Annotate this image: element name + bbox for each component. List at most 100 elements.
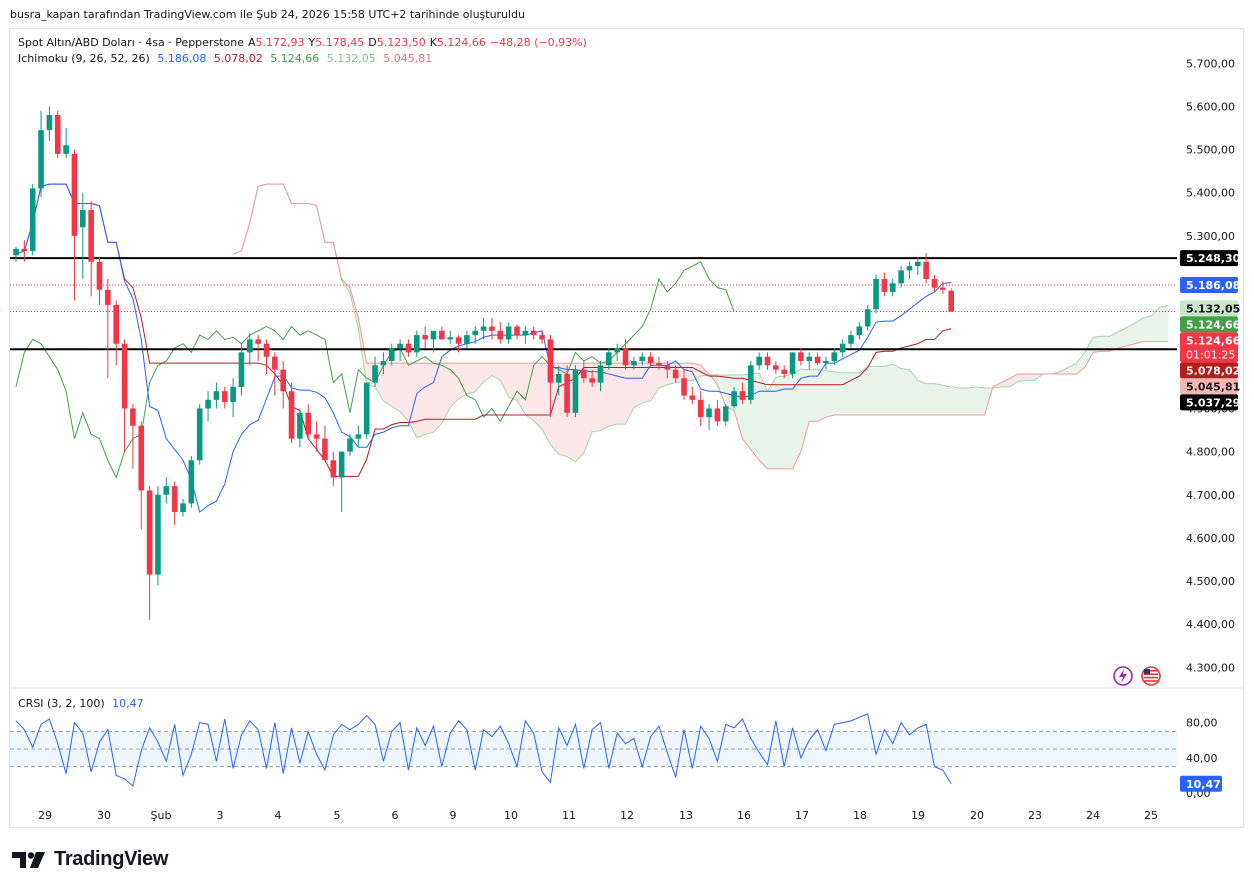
- cloud-segment: [1101, 336, 1110, 352]
- price-badge-label: 5.045,81: [1186, 380, 1240, 393]
- crsi-line: [15, 713, 952, 787]
- candle-body: [414, 335, 420, 353]
- cloud-segment: [583, 363, 593, 454]
- cloud-segment: [775, 376, 785, 469]
- price-badge-bg: [1180, 277, 1238, 294]
- candle: [656, 356, 662, 370]
- candle: [856, 322, 863, 340]
- price-badge: 5.124,66: [1180, 316, 1241, 333]
- candle-body: [280, 369, 286, 392]
- candle: [706, 404, 712, 431]
- cloud-segment: [466, 363, 476, 394]
- candle-body: [46, 115, 53, 131]
- us-flag-stripe: [1144, 670, 1158, 672]
- candle: [581, 361, 587, 383]
- candles: [13, 106, 954, 620]
- candle: [105, 279, 111, 379]
- candle: [38, 110, 44, 198]
- cloud-segment: [517, 363, 526, 415]
- candle-body: [205, 399, 211, 409]
- symbol-legend[interactable]: Spot Altın/ABD Doları · 4sa · Pepperston…: [18, 36, 587, 49]
- candle-body: [681, 378, 687, 396]
- candle: [789, 352, 796, 379]
- candle-body: [555, 373, 562, 383]
- candle-body: [397, 343, 403, 349]
- candle-body: [196, 408, 203, 461]
- cloud-segment: [967, 386, 977, 415]
- high-value: 5.178,45: [315, 36, 365, 49]
- candle: [130, 404, 136, 469]
- cloud-segment: [1068, 363, 1077, 374]
- candle: [831, 348, 838, 366]
- change-value: −48,28 (−0,93%): [489, 36, 587, 49]
- candle-body: [138, 425, 145, 491]
- candle-body: [355, 434, 362, 439]
- price-badge-label: 5.132,05: [1186, 302, 1240, 315]
- candle-body: [873, 279, 879, 310]
- price-badge-bg: [1180, 332, 1238, 363]
- candle-body: [806, 356, 813, 361]
- time-tick-label: 4: [275, 809, 282, 822]
- candle-body: [430, 330, 437, 340]
- candle-body: [756, 356, 762, 366]
- candle-body: [230, 386, 236, 402]
- candle: [722, 404, 729, 426]
- candle: [697, 391, 704, 426]
- candle: [13, 246, 19, 262]
- us-flag-canton: [1144, 669, 1150, 674]
- time-tick-label: 20: [970, 809, 984, 822]
- candle: [46, 106, 53, 141]
- candle: [121, 339, 128, 452]
- cloud-segment: [450, 363, 459, 408]
- price-tick-label: 5.300,00: [1186, 230, 1235, 243]
- candle-body: [898, 270, 904, 284]
- price-badge-label: 5.124,66: [1186, 334, 1241, 347]
- candle: [221, 386, 228, 409]
- price-badge: 5.078,02: [1180, 362, 1240, 379]
- price-tick-label: 5.500,00: [1186, 144, 1235, 157]
- cloud-segment: [892, 364, 902, 415]
- cloud-segment: [1018, 373, 1027, 382]
- price-tick-label: 4.400,00: [1186, 618, 1235, 631]
- price-badge: 5.132,05: [1180, 300, 1240, 317]
- time-tick-label: 5: [334, 809, 341, 822]
- tradingview-logo[interactable]: TradingView: [12, 848, 168, 871]
- time-tick-label: 18: [853, 809, 867, 822]
- price-tick-label: 4.800,00: [1186, 446, 1235, 459]
- ichimoku-legend[interactable]: Ichimoku (9, 26, 52, 26) 5.186,08 5.078,…: [18, 52, 436, 65]
- candle: [247, 332, 253, 366]
- brand-name: TradingView: [54, 848, 169, 870]
- crsi-legend[interactable]: CRSI (3, 2, 100) 10,47: [18, 697, 148, 710]
- candle: [681, 369, 687, 400]
- cloud-segment: [959, 387, 968, 415]
- cloud-segment: [391, 363, 401, 412]
- candle: [54, 110, 61, 159]
- candle-body: [706, 408, 712, 418]
- candle-body: [180, 503, 186, 513]
- price-tick-label: 4.700,00: [1186, 489, 1235, 502]
- candle-body: [113, 304, 119, 344]
- cloud-segment: [383, 363, 392, 407]
- ichimoku-chikou-value: 5.124,66: [270, 52, 320, 65]
- price-tick-label: 4.600,00: [1186, 532, 1235, 545]
- candle: [480, 317, 487, 340]
- time-tick-label: 29: [38, 809, 52, 822]
- candle-body: [105, 289, 111, 305]
- cloud-segment: [734, 375, 743, 439]
- candle-body: [564, 373, 570, 413]
- candle: [731, 386, 737, 409]
- candle: [873, 274, 879, 314]
- candle: [773, 361, 779, 374]
- cloud-segment: [608, 363, 618, 427]
- candle-body: [714, 408, 721, 422]
- price-badge: 5.248,30: [1180, 250, 1241, 267]
- price-badge-label: 5.078,02: [1186, 364, 1240, 377]
- candle-body: [539, 335, 545, 340]
- candle-body: [547, 339, 554, 383]
- candle-body: [213, 391, 220, 400]
- candle-body: [639, 356, 646, 361]
- cloud-segment: [1001, 378, 1010, 387]
- cloud-segment: [425, 363, 434, 435]
- candle: [539, 330, 545, 344]
